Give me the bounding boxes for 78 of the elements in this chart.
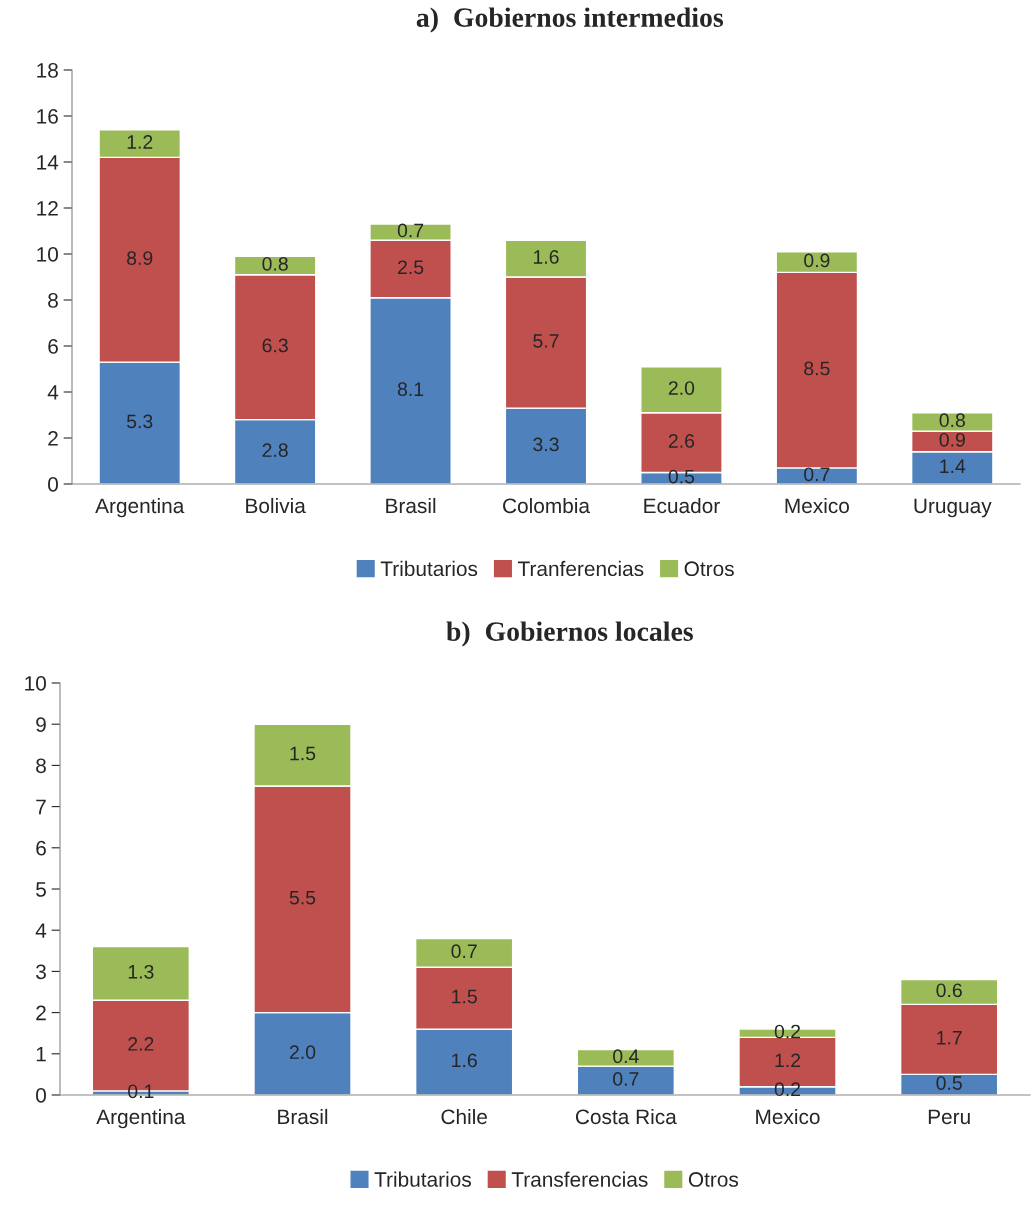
data-label: 0.6	[936, 983, 962, 998]
data-label: 0.7	[397, 223, 424, 238]
data-label: 5.7	[533, 334, 559, 348]
data-label: 8.1	[397, 382, 424, 397]
legend-label: Otros	[688, 1172, 739, 1187]
data-label: 0.5	[936, 1076, 962, 1090]
data-label: 2.0	[668, 381, 695, 395]
chart-title: a) Gobiernos intermedios	[416, 7, 724, 33]
x-tick-label: Brasil	[386, 497, 436, 514]
data-label: 0.4	[613, 1049, 639, 1064]
y-tick-label: 9	[36, 717, 46, 732]
legend-label: Tributarios	[374, 1171, 471, 1187]
y-tick-label: 3	[36, 964, 46, 980]
y-tick-label: 7	[36, 799, 46, 815]
y-tick-label: 2	[36, 1005, 46, 1021]
x-tick-label: Argentina	[96, 1108, 186, 1129]
data-label: 1.3	[128, 964, 154, 979]
legend-label: Tranferencias	[517, 560, 644, 577]
data-label: 3.3	[533, 437, 559, 452]
x-tick-label: Costa Rica	[575, 1108, 677, 1125]
y-tick-label: 5	[36, 882, 46, 897]
data-label: 8.9	[127, 251, 153, 265]
y-tick-label: 10	[25, 676, 46, 691]
data-label: 5.3	[126, 414, 153, 429]
data-label: 1.5	[290, 746, 316, 761]
data-label: 0.7	[804, 467, 830, 482]
x-tick-label: Ecuador	[644, 497, 720, 514]
x-tick-label: Chile	[441, 1108, 487, 1125]
data-label: 0.8	[939, 413, 965, 428]
data-label: 2.8	[262, 443, 288, 458]
y-tick-label: 18	[37, 63, 58, 78]
y-tick-label: 2	[48, 431, 58, 446]
x-tick-label: Brasil	[278, 1108, 328, 1125]
chart-title: b) Gobiernos locales	[446, 621, 693, 647]
y-tick-label: 8	[48, 293, 58, 308]
data-label: 1.6	[533, 250, 559, 264]
y-tick-label: 16	[37, 109, 58, 124]
x-tick-label: Uruguay	[914, 498, 992, 518]
y-tick-label: 8	[36, 758, 46, 774]
data-label: 2.6	[668, 434, 695, 448]
x-tick-label: Mexico	[785, 497, 849, 514]
data-label: 2.5	[398, 260, 424, 275]
data-label: 6.3	[262, 338, 288, 353]
data-label: 0.9	[939, 432, 965, 447]
data-label: 0.7	[613, 1072, 639, 1086]
y-tick-label: 10	[37, 247, 58, 262]
data-label: 0.9	[804, 253, 830, 268]
y-tick-label: 4	[47, 385, 59, 400]
x-tick-label: Colombia	[503, 497, 590, 514]
y-tick-label: 12	[37, 201, 58, 216]
legend-label: Tributarios	[380, 560, 478, 577]
y-tick-label: 6	[48, 339, 58, 354]
data-label: 0.5	[668, 469, 695, 484]
y-tick-label: 0	[36, 1088, 46, 1103]
data-label: 8.5	[804, 361, 830, 376]
y-tick-label: 1	[36, 1047, 46, 1062]
data-label: 0.7	[451, 944, 477, 959]
y-tick-label: 4	[35, 923, 47, 938]
data-label: 1.2	[775, 1053, 801, 1068]
data-label: 1.4	[940, 459, 966, 473]
legend-label: Otros	[684, 561, 734, 577]
data-label: 1.2	[127, 135, 153, 149]
data-label: 1.7	[937, 1031, 962, 1045]
data-label: 2.0	[289, 1045, 316, 1060]
y-tick-label: 14	[37, 155, 59, 170]
x-tick-label: Mexico	[756, 1108, 820, 1125]
data-label: 2.2	[128, 1037, 154, 1051]
y-tick-label: 0	[48, 477, 58, 492]
x-tick-label: Bolivia	[246, 497, 306, 514]
data-label: 5.5	[289, 890, 316, 905]
x-tick-label: Argentina	[95, 497, 185, 518]
x-tick-label: Peru	[928, 1109, 970, 1125]
data-label: 1.5	[452, 989, 477, 1004]
data-label: 0.1	[128, 1084, 154, 1099]
legend-label: Transferencias	[511, 1171, 648, 1187]
y-tick-label: 6	[36, 840, 46, 856]
data-label: 0.8	[262, 256, 288, 271]
data-label: 1.6	[452, 1053, 477, 1068]
